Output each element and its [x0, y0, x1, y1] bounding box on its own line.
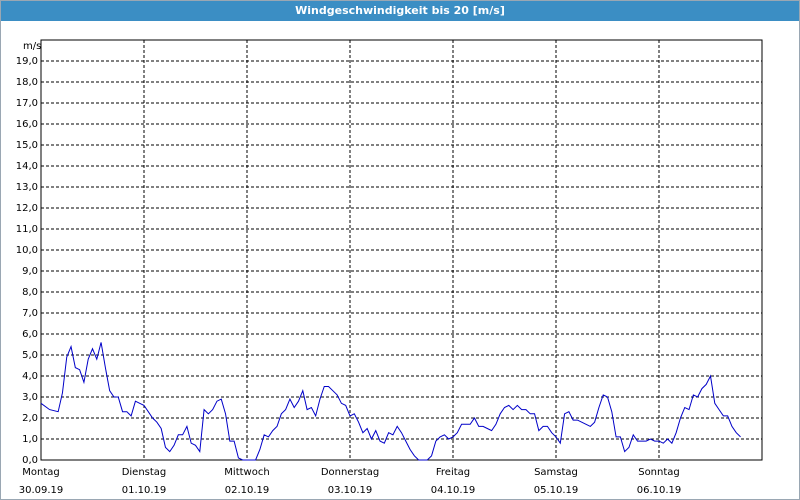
title-bar: Windgeschwindigkeit bis 20 [m/s] [1, 1, 799, 21]
x-tick-date: 05.10.19 [534, 485, 579, 496]
y-tick-label: 15,0 [16, 140, 38, 151]
plot-frame [40, 39, 763, 461]
x-tick-label: Sonntag [638, 467, 680, 478]
y-tick-label: 6,0 [22, 329, 38, 340]
x-tick-date: 03.10.19 [328, 485, 373, 496]
y-tick-label: 16,0 [16, 119, 38, 130]
y-tick-label: 2,0 [22, 413, 38, 424]
y-tick-label: 5,0 [22, 350, 38, 361]
y-tick-label: 11,0 [16, 224, 38, 235]
y-tick-label: 0,0 [22, 455, 38, 466]
y-unit: m/s [23, 41, 41, 52]
x-tick-label: Dienstag [122, 467, 167, 478]
y-tick-label: 19,0 [16, 56, 38, 67]
y-tick-label: 13,0 [16, 182, 38, 193]
x-tick-date: 01.10.19 [122, 485, 167, 496]
x-tick-label: Donnerstag [321, 467, 379, 478]
y-tick-label: 3,0 [22, 392, 38, 403]
y-tick-label: 9,0 [22, 266, 38, 277]
y-tick-label: 18,0 [16, 77, 38, 88]
x-tick-label: Mittwoch [224, 467, 269, 478]
y-tick-label: 1,0 [22, 434, 38, 445]
y-tick-label: 17,0 [16, 98, 38, 109]
y-tick-label: 7,0 [22, 308, 38, 319]
x-tick-date: 30.09.19 [19, 485, 64, 496]
x-tick-date: 02.10.19 [225, 485, 270, 496]
x-tick-date: 06.10.19 [637, 485, 682, 496]
x-tick-label: Samstag [534, 467, 578, 478]
y-tick-label: 14,0 [16, 161, 38, 172]
y-tick-label: 4,0 [22, 371, 38, 382]
x-tick-label: Freitag [436, 467, 470, 478]
y-tick-label: 12,0 [16, 203, 38, 214]
x-tick-label: Montag [22, 467, 59, 478]
y-tick-label: 8,0 [22, 287, 38, 298]
x-tick-date: 04.10.19 [431, 485, 476, 496]
y-tick-label: 10,0 [16, 245, 38, 256]
data-line [40, 342, 741, 461]
